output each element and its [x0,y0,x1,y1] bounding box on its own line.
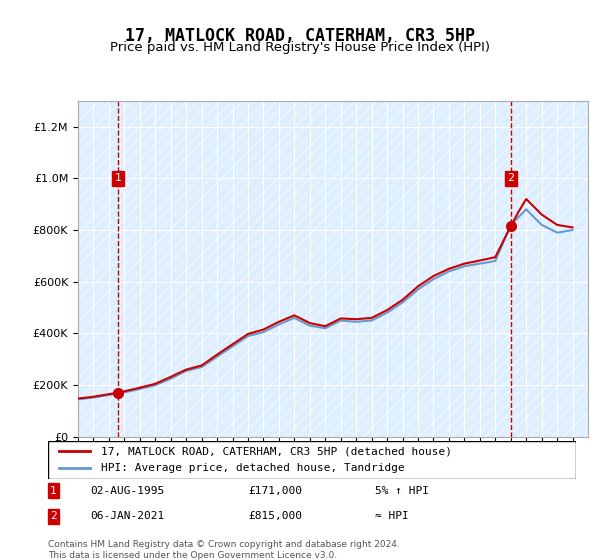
Text: 06-JAN-2021: 06-JAN-2021 [90,511,164,521]
Text: 17, MATLOCK ROAD, CATERHAM, CR3 5HP (detached house): 17, MATLOCK ROAD, CATERHAM, CR3 5HP (det… [101,446,452,456]
Text: 1: 1 [50,486,56,496]
Text: HPI: Average price, detached house, Tandridge: HPI: Average price, detached house, Tand… [101,463,404,473]
Text: 17, MATLOCK ROAD, CATERHAM, CR3 5HP: 17, MATLOCK ROAD, CATERHAM, CR3 5HP [125,27,475,45]
Text: 1: 1 [115,174,122,183]
FancyBboxPatch shape [48,441,576,479]
Text: Contains HM Land Registry data © Crown copyright and database right 2024.
This d: Contains HM Land Registry data © Crown c… [48,540,400,560]
Text: 2: 2 [50,511,56,521]
Text: £171,000: £171,000 [248,486,302,496]
Text: 02-AUG-1995: 02-AUG-1995 [90,486,164,496]
Text: Price paid vs. HM Land Registry's House Price Index (HPI): Price paid vs. HM Land Registry's House … [110,41,490,54]
Text: 2: 2 [507,174,514,183]
Text: ≈ HPI: ≈ HPI [376,511,409,521]
Text: £815,000: £815,000 [248,511,302,521]
Text: 5% ↑ HPI: 5% ↑ HPI [376,486,430,496]
